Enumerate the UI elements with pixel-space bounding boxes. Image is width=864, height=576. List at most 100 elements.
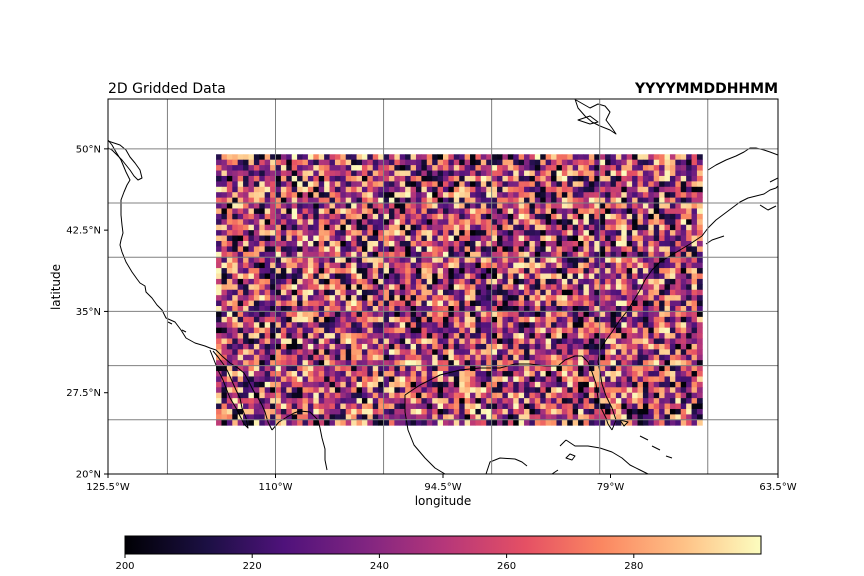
heatmap-cell — [686, 213, 692, 220]
heatmap-cell — [502, 240, 509, 247]
heatmap-cell — [275, 333, 282, 339]
heatmap-cell — [610, 365, 617, 372]
heatmap-cell — [675, 203, 682, 209]
heatmap-cell — [691, 306, 698, 312]
heatmap-cell — [253, 159, 260, 166]
heatmap-cell — [626, 403, 633, 410]
heatmap-cell — [237, 154, 244, 161]
heatmap-cell — [361, 322, 368, 329]
heatmap-cell — [459, 203, 466, 209]
heatmap-cell — [486, 273, 493, 280]
heatmap-cell — [421, 251, 428, 258]
heatmap-cell — [216, 192, 222, 199]
heatmap-cell — [216, 273, 222, 280]
heatmap-cell — [275, 246, 282, 253]
heatmap-cell — [534, 235, 541, 242]
heatmap-cell — [572, 181, 579, 188]
heatmap-cell — [653, 213, 660, 220]
heatmap-cell — [329, 278, 336, 285]
heatmap-cell — [286, 268, 293, 274]
heatmap-cell — [415, 327, 422, 334]
heatmap-cell — [578, 300, 584, 307]
heatmap-cell — [415, 159, 422, 166]
heatmap-cell — [626, 371, 633, 377]
heatmap-cell — [540, 295, 547, 301]
heatmap-cell — [470, 213, 476, 220]
heatmap-cell — [307, 235, 314, 242]
heatmap-cell — [632, 251, 638, 258]
heatmap-cell — [329, 419, 336, 426]
heatmap-cell — [415, 268, 422, 274]
heatmap-cell — [432, 219, 438, 226]
heatmap-cell — [318, 230, 325, 236]
heatmap-cell — [291, 170, 298, 177]
heatmap-cell — [426, 311, 433, 318]
heatmap-cell — [491, 170, 498, 177]
heatmap-cell — [313, 295, 320, 301]
heatmap-cell — [632, 316, 638, 323]
heatmap-cell — [480, 240, 487, 247]
heatmap-cell — [686, 343, 692, 350]
heatmap-cell — [448, 170, 455, 177]
heatmap-cell — [297, 289, 303, 296]
heatmap-cell — [405, 186, 411, 193]
heatmap-cell — [594, 230, 601, 236]
heatmap-cell — [572, 311, 579, 318]
heatmap-cell — [361, 154, 368, 161]
heatmap-cell — [529, 278, 536, 285]
heatmap-cell — [345, 273, 352, 280]
heatmap-cell — [405, 257, 411, 264]
heatmap-cell — [534, 268, 541, 274]
heatmap-cell — [334, 246, 341, 253]
heatmap-cell — [399, 235, 406, 242]
heatmap-cell — [345, 316, 352, 323]
heatmap-cell — [556, 284, 563, 291]
heatmap-cell — [464, 219, 471, 226]
heatmap-cell — [356, 343, 363, 350]
heatmap-cell — [648, 224, 655, 231]
heatmap-cell — [572, 343, 579, 350]
heatmap-cell — [615, 338, 622, 345]
heatmap-cell — [513, 327, 520, 334]
heatmap-cell — [545, 311, 552, 318]
heatmap-cell — [345, 338, 352, 345]
heatmap-cell — [351, 398, 357, 404]
heatmap-cell — [399, 284, 406, 291]
heatmap-cell — [659, 322, 665, 329]
heatmap-cell — [491, 349, 498, 356]
heatmap-cell — [464, 316, 471, 323]
heatmap-cell — [378, 192, 384, 199]
heatmap-cell — [253, 398, 260, 404]
heatmap-cell — [642, 398, 649, 404]
heatmap-cell — [340, 371, 347, 377]
heatmap-cell — [507, 224, 514, 231]
heatmap-cell — [367, 289, 374, 296]
heatmap-cell — [551, 392, 557, 399]
heatmap-cell — [399, 289, 406, 296]
heatmap-cell — [686, 289, 692, 296]
heatmap-cell — [653, 257, 660, 264]
heatmap-cell — [518, 246, 525, 253]
heatmap-cell — [642, 316, 649, 323]
heatmap-cell — [243, 246, 249, 253]
heatmap-cell — [226, 213, 233, 220]
heatmap-cell — [280, 240, 287, 247]
heatmap-cell — [286, 333, 293, 339]
heatmap-cell — [599, 403, 606, 410]
heatmap-cell — [610, 251, 617, 258]
heatmap-cell — [529, 213, 536, 220]
heatmap-cell — [237, 197, 244, 204]
heatmap-cell — [340, 278, 347, 285]
heatmap-cell — [497, 365, 503, 372]
heatmap-cell — [415, 213, 422, 220]
heatmap-cell — [453, 365, 460, 372]
heatmap-cell — [518, 224, 525, 231]
heatmap-cell — [426, 295, 433, 301]
heatmap-cell — [448, 300, 455, 307]
heatmap-cell — [334, 408, 341, 415]
heatmap-cell — [264, 213, 271, 220]
heatmap-cell — [605, 154, 611, 161]
heatmap-cell — [275, 154, 282, 161]
heatmap-cell — [669, 343, 676, 350]
heatmap-cell — [599, 322, 606, 329]
